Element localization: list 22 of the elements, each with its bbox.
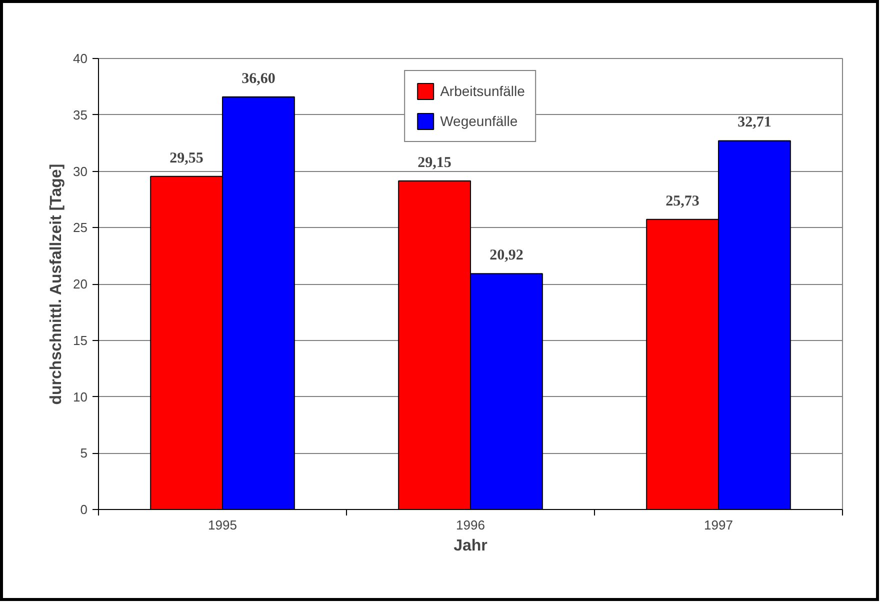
y-tick-label: 10 [73, 389, 88, 404]
y-tick-label: 40 [73, 51, 88, 66]
y-axis-title: durchschnittl. Ausfallzeit [Tage] [48, 164, 66, 405]
y-tick-label: 35 [73, 107, 88, 122]
data-label: 29,15 [418, 154, 452, 171]
x-tick-label: 1995 [208, 518, 237, 532]
x-tick-label: 1997 [704, 518, 733, 532]
x-tick-label: 1996 [456, 518, 485, 532]
data-label: 25,73 [666, 193, 700, 210]
x-axis-title: Jahr [454, 538, 488, 554]
data-label: 20,92 [490, 248, 524, 264]
legend-label: Arbeitsunfälle [440, 83, 525, 99]
y-tick-label: 0 [80, 502, 88, 517]
y-tick-label: 30 [73, 164, 88, 179]
legend-label: Wegeunfälle [440, 113, 518, 129]
data-label: 29,55 [170, 150, 204, 166]
y-tick-label: 15 [73, 332, 88, 348]
y-tick-label: 20 [73, 276, 88, 292]
y-tick-label: 25 [73, 220, 88, 236]
y-tick-label: 5 [80, 446, 88, 461]
data-label: 32,71 [738, 114, 772, 131]
data-label: 36,60 [242, 70, 276, 87]
